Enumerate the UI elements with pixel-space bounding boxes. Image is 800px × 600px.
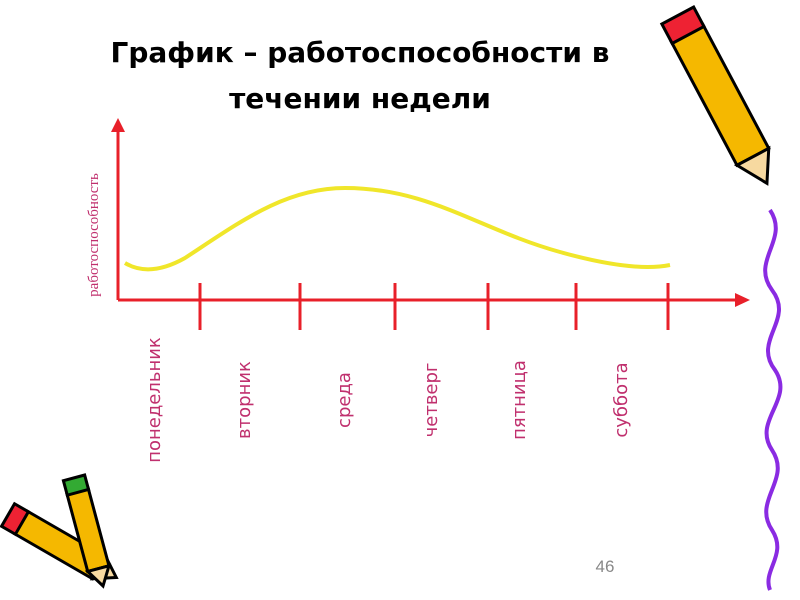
y-arrow (111, 118, 125, 132)
page-number: 46 (596, 557, 615, 576)
day-label: пятница (509, 360, 530, 440)
day-label: четверг (421, 363, 442, 438)
title-line: течении недели (229, 82, 491, 115)
day-labels: понедельник вторник среда четверг пятница суб… (144, 337, 632, 463)
day-label: вторник (234, 361, 255, 439)
wavy-line (763, 208, 783, 591)
day-label: понедельник (144, 337, 165, 463)
y-axis-label: работоспособность (86, 173, 102, 297)
axes (116, 128, 738, 330)
pencil (659, 5, 771, 186)
title-line: График – работоспособности в (111, 36, 610, 69)
day-label: суббота (611, 362, 632, 437)
day-label: среда (334, 372, 355, 428)
x-arrow (735, 293, 750, 307)
pencil (61, 473, 112, 589)
capacity-curve (123, 185, 671, 272)
